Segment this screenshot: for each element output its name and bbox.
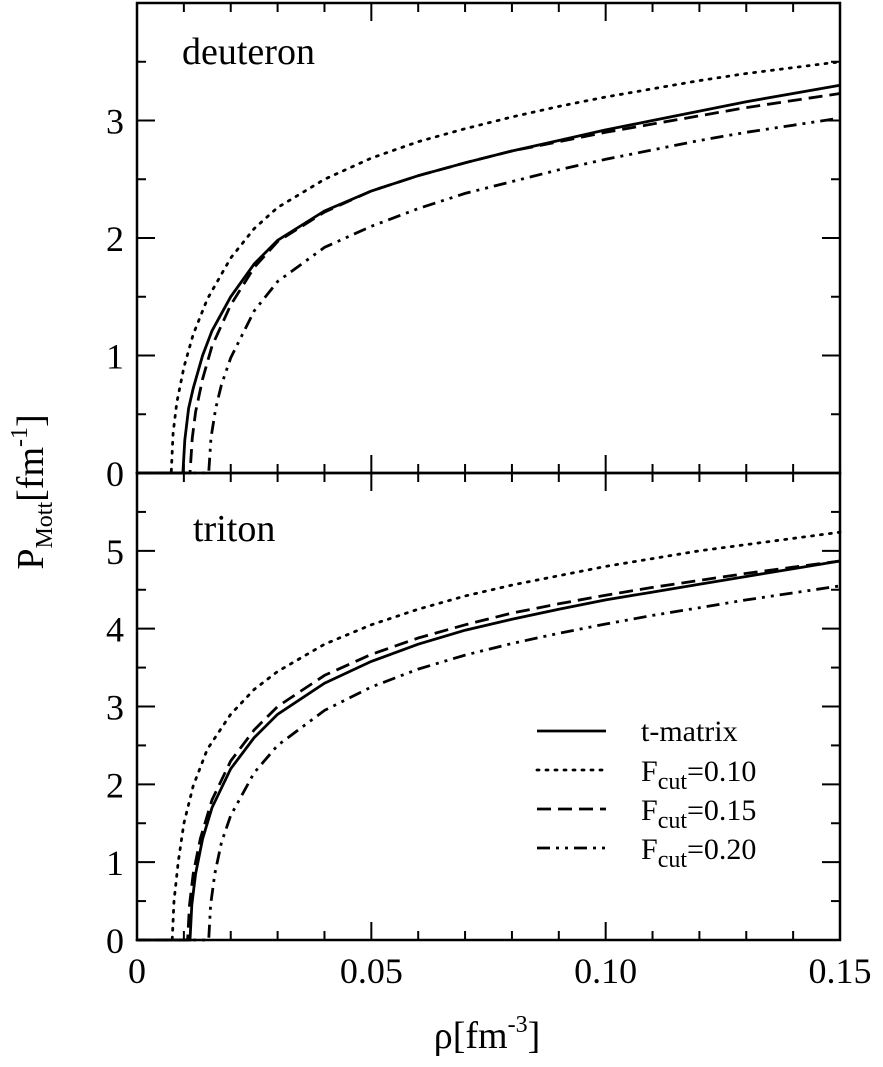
frame-triton — [135, 471, 842, 942]
legend-label-fcut-010: Fcut=0.10 — [641, 755, 756, 795]
x-axis-label: ρ[fm-3] — [434, 1012, 541, 1057]
legend-label-fcut-015: Fcut=0.15 — [641, 794, 756, 834]
y-tick-label: 1 — [106, 843, 124, 883]
series-f010-deuteron — [135, 60, 842, 475]
x-tick-label: 0.05 — [340, 951, 403, 991]
y-tick-label: 0 — [106, 454, 124, 494]
x-tick-labels: 0 0.05 0.10 0.15 — [128, 951, 872, 991]
x-tick-label: 0.15 — [809, 951, 872, 991]
y-tick-label: 3 — [106, 102, 124, 142]
series-tmatrix-deuteron — [137, 83, 841, 475]
series-f010-triton — [135, 530, 842, 942]
series-f015-deuteron — [137, 92, 841, 475]
x-tick-label: 0 — [128, 951, 146, 991]
y-tick-labels-triton: 0 1 2 3 4 5 — [106, 532, 124, 961]
frame-deuteron — [135, 1, 842, 475]
series-f015-triton — [137, 559, 841, 942]
y-tick-label: 3 — [106, 688, 124, 728]
panel-triton: 0 1 2 3 4 5 triton — [106, 471, 842, 961]
y-tick-label: 1 — [106, 337, 124, 377]
curves-triton — [135, 530, 842, 942]
legend: t-matrix Fcut=0.10 Fcut=0.15 Fcut=0.20 — [535, 715, 756, 873]
legend-label-tmatrix: t-matrix — [641, 715, 738, 748]
y-tick-label: 0 — [106, 921, 124, 961]
x-tick-label: 0.10 — [574, 951, 637, 991]
y-tick-label: 5 — [106, 532, 124, 572]
series-tmatrix-triton — [137, 559, 841, 942]
curves-deuteron — [135, 60, 842, 475]
y-tick-label: 4 — [106, 610, 124, 650]
panel-label-deuteron: deuteron — [182, 31, 315, 73]
y-tick-labels-deuteron: 0 1 2 3 — [106, 102, 124, 495]
series-f020-deuteron — [137, 116, 841, 475]
ticks-deuteron — [136, 2, 841, 474]
series-f020-triton — [137, 584, 841, 942]
y-axis-label: PMott[fm-1] — [7, 414, 58, 569]
panel-label-triton: triton — [193, 508, 275, 550]
y-tick-label: 2 — [106, 219, 124, 259]
panel-deuteron: 0 1 2 3 deuteron — [106, 1, 842, 495]
y-tick-label: 2 — [106, 765, 124, 805]
legend-label-fcut-020: Fcut=0.20 — [641, 833, 756, 873]
